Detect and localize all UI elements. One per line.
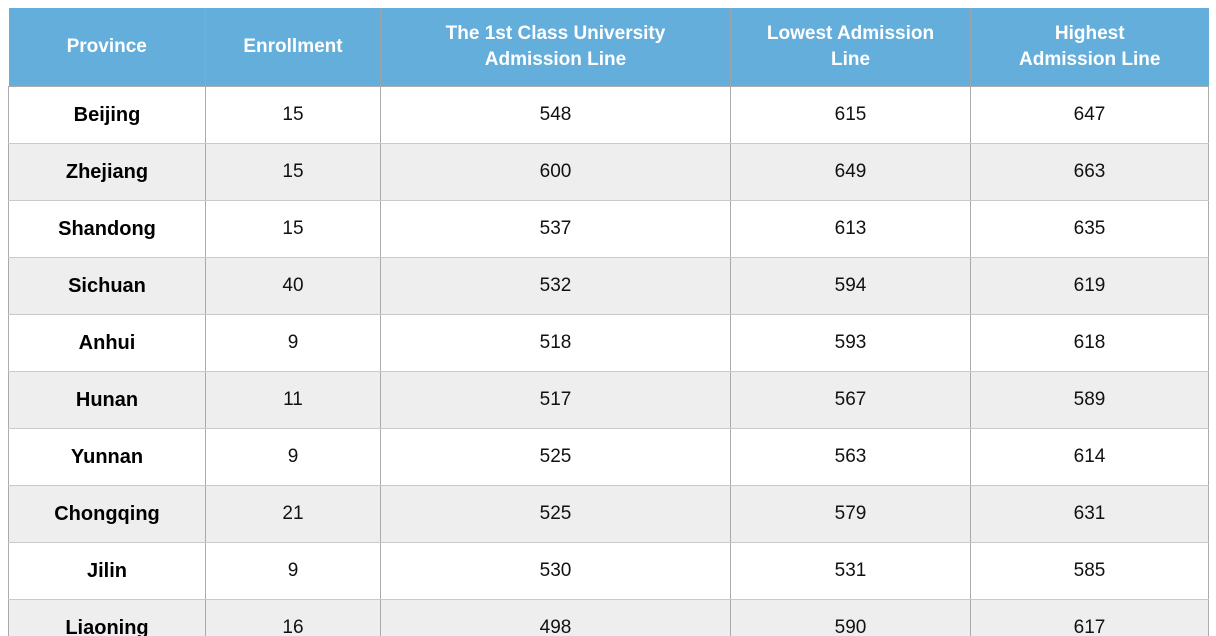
table-row: Jilin 9 530 531 585 — [8, 542, 1209, 600]
province-cell: Beijing — [8, 86, 206, 144]
highest_line-cell: 635 — [970, 200, 1209, 258]
first_class_line-cell: 532 — [380, 257, 731, 315]
table-row: Yunnan 9 525 563 614 — [8, 428, 1209, 486]
highest_line-cell: 585 — [970, 542, 1209, 600]
lowest_line-cell: 590 — [730, 599, 971, 636]
enrollment-cell: 40 — [205, 257, 381, 315]
first_class_line-cell: 498 — [380, 599, 731, 636]
lowest_line-cell: 615 — [730, 86, 971, 144]
enrollment-cell: 11 — [205, 371, 381, 429]
lowest_line-cell: 563 — [730, 428, 971, 486]
table-row: Anhui 9 518 593 618 — [8, 314, 1209, 372]
province-cell: Anhui — [8, 314, 206, 372]
first_class_line-cell: 517 — [380, 371, 731, 429]
column-header-province: Province — [8, 8, 206, 87]
column-header-lowest_line: Lowest Admission Line — [730, 8, 971, 87]
lowest_line-cell: 593 — [730, 314, 971, 372]
table-row: Shandong 15 537 613 635 — [8, 200, 1209, 258]
enrollment-cell: 9 — [205, 428, 381, 486]
table-row: Chongqing 21 525 579 631 — [8, 485, 1209, 543]
highest_line-cell: 619 — [970, 257, 1209, 315]
lowest_line-cell: 531 — [730, 542, 971, 600]
highest_line-cell: 663 — [970, 143, 1209, 201]
lowest_line-cell: 594 — [730, 257, 971, 315]
highest_line-cell: 618 — [970, 314, 1209, 372]
lowest_line-cell: 579 — [730, 485, 971, 543]
column-header-highest_line: Highest Admission Line — [970, 8, 1209, 87]
table-header: Province Enrollment The 1st Class Universi… — [8, 8, 1209, 87]
first_class_line-cell: 525 — [380, 428, 731, 486]
province-cell: Shandong — [8, 200, 206, 258]
first_class_line-cell: 530 — [380, 542, 731, 600]
enrollment-cell: 15 — [205, 143, 381, 201]
table-body: Beijing 15 548 615 647 Zhejiang 15 600 649 663 Sha… — [8, 86, 1209, 636]
admission-table: Province Enrollment The 1st Class Universi… — [8, 8, 1209, 636]
highest_line-cell: 631 — [970, 485, 1209, 543]
first_class_line-cell: 525 — [380, 485, 731, 543]
highest_line-cell: 589 — [970, 371, 1209, 429]
table-row: Beijing 15 548 615 647 — [8, 86, 1209, 144]
highest_line-cell: 614 — [970, 428, 1209, 486]
table-row: Zhejiang 15 600 649 663 — [8, 143, 1209, 201]
table-row: Liaoning 16 498 590 617 — [8, 599, 1209, 636]
province-cell: Liaoning — [8, 599, 206, 636]
province-cell: Yunnan — [8, 428, 206, 486]
highest_line-cell: 617 — [970, 599, 1209, 636]
province-cell: Hunan — [8, 371, 206, 429]
province-cell: Sichuan — [8, 257, 206, 315]
lowest_line-cell: 649 — [730, 143, 971, 201]
province-cell: Chongqing — [8, 485, 206, 543]
table-header-row: Province Enrollment The 1st Class Universi… — [8, 8, 1209, 87]
first_class_line-cell: 600 — [380, 143, 731, 201]
province-cell: Zhejiang — [8, 143, 206, 201]
enrollment-cell: 16 — [205, 599, 381, 636]
enrollment-cell: 9 — [205, 314, 381, 372]
enrollment-cell: 15 — [205, 200, 381, 258]
first_class_line-cell: 548 — [380, 86, 731, 144]
enrollment-cell: 9 — [205, 542, 381, 600]
first_class_line-cell: 518 — [380, 314, 731, 372]
table-row: Sichuan 40 532 594 619 — [8, 257, 1209, 315]
column-header-enrollment: Enrollment — [205, 8, 381, 87]
first_class_line-cell: 537 — [380, 200, 731, 258]
table-row: Hunan 11 517 567 589 — [8, 371, 1209, 429]
lowest_line-cell: 567 — [730, 371, 971, 429]
lowest_line-cell: 613 — [730, 200, 971, 258]
enrollment-cell: 21 — [205, 485, 381, 543]
highest_line-cell: 647 — [970, 86, 1209, 144]
column-header-first_class_line: The 1st Class University Admission Line — [380, 8, 731, 87]
province-cell: Jilin — [8, 542, 206, 600]
enrollment-cell: 15 — [205, 86, 381, 144]
